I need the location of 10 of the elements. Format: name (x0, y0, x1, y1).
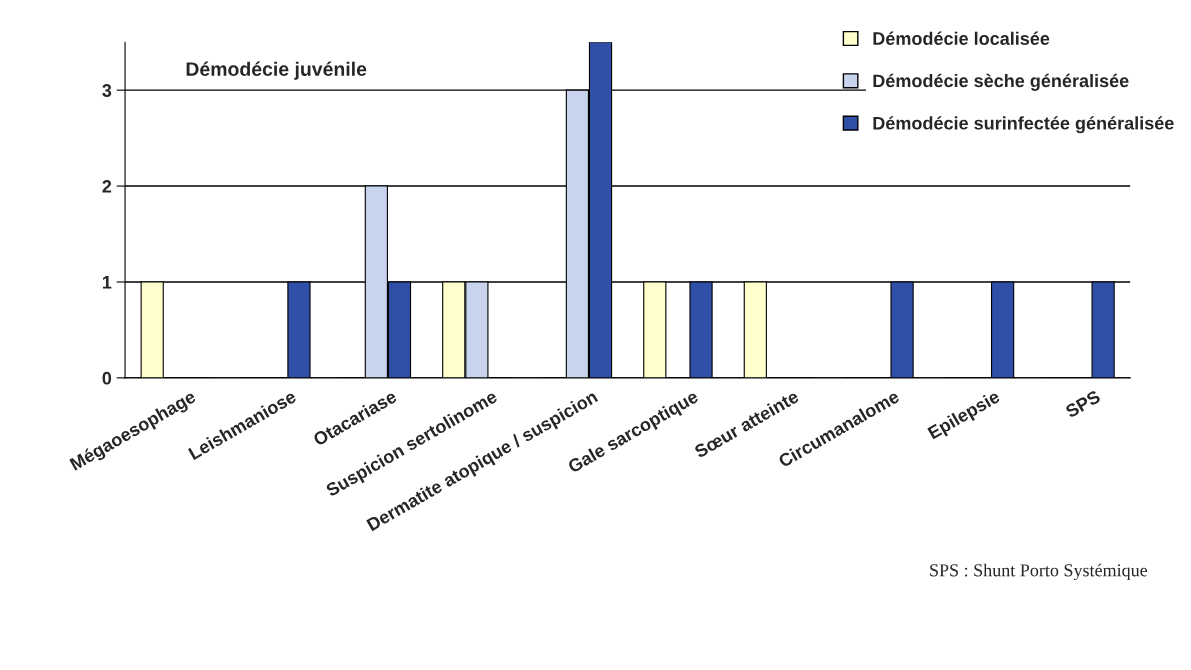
y-tick-label: 0 (102, 371, 112, 385)
y-tick-label: 1 (102, 276, 112, 289)
legend-label: Démodécie localisée (873, 31, 1050, 45)
legend-label: Démodécie sèche généralisée (873, 73, 1129, 91)
x-tick-label: SPS (1064, 389, 1102, 419)
text: SPS : Shunt Porto Systémique (930, 563, 1148, 581)
y-tick-label: 2 (102, 180, 112, 193)
legend-label: Démodécie surinfectée généralisée (873, 116, 1174, 134)
y-tick-label: 3 (102, 84, 112, 97)
text: Démodécie juvénile (186, 61, 367, 80)
